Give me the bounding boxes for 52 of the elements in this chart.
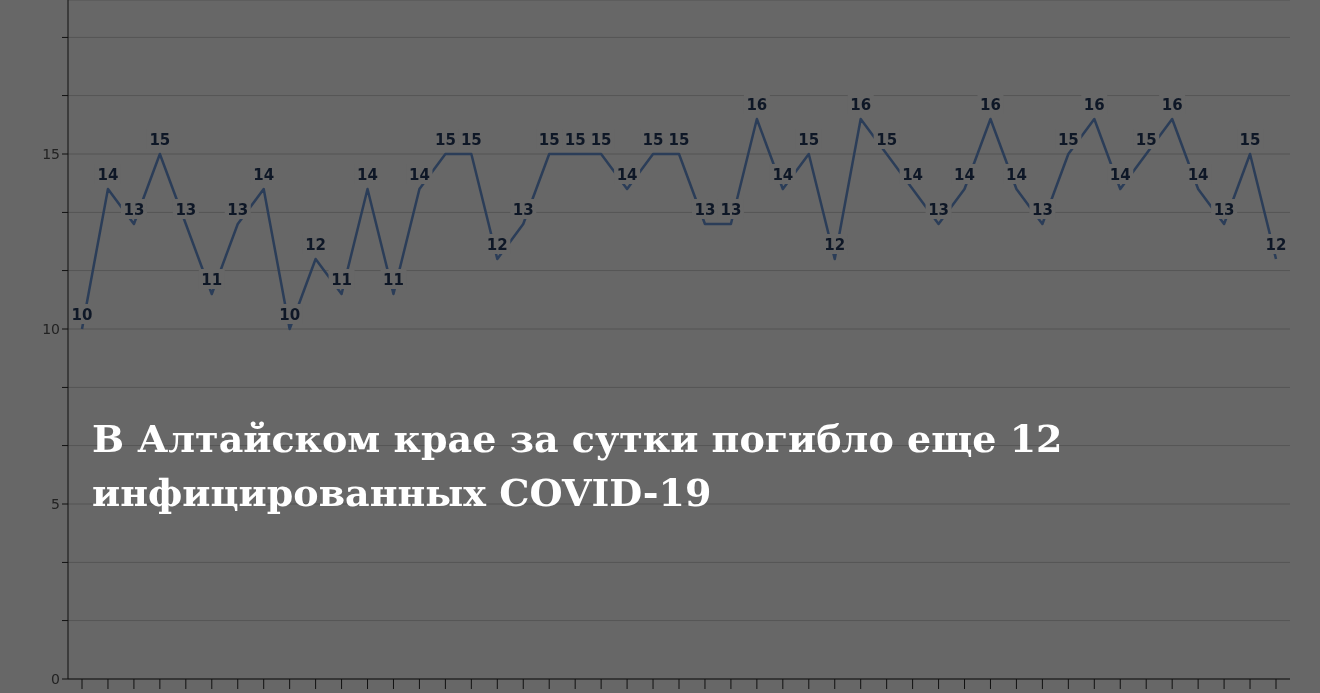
- data-label: 15: [1239, 130, 1261, 149]
- data-label: 13: [694, 200, 716, 219]
- data-label: 11: [331, 270, 352, 289]
- data-label: 12: [1265, 235, 1287, 254]
- data-label: 14: [253, 165, 275, 184]
- data-label: 15: [149, 130, 171, 149]
- data-label: 15: [668, 130, 690, 149]
- data-label: 16: [850, 95, 872, 114]
- data-label: 15: [590, 130, 612, 149]
- text: В Алтайском крае за сутки погибло еще 12 инфицированных COVID-19: [92, 415, 1064, 517]
- data-label: 15: [798, 130, 820, 149]
- data-label: 12: [824, 235, 846, 254]
- y-tick-label: 0: [51, 670, 60, 687]
- data-label: 14: [409, 165, 430, 184]
- data-label: 14: [772, 165, 794, 184]
- data-label: 15: [564, 130, 586, 149]
- data-label: 15: [642, 130, 664, 149]
- data-label: 16: [980, 95, 1001, 114]
- data-label: 13: [227, 200, 249, 219]
- data-label: 11: [383, 270, 404, 289]
- data-label: 15: [876, 130, 898, 149]
- y-tick-label: 15: [42, 145, 60, 162]
- data-label: 13: [928, 200, 949, 219]
- data-label: 13: [123, 200, 145, 219]
- y-tick-label: 10: [42, 320, 60, 337]
- data-label: 16: [1083, 95, 1105, 114]
- data-label: 14: [616, 165, 638, 184]
- data-label: 12: [486, 235, 508, 254]
- data-label: 13: [175, 200, 197, 219]
- data-label: 13: [1213, 200, 1235, 219]
- data-label: 15: [434, 130, 456, 149]
- data-label: 15: [1135, 130, 1157, 149]
- data-label: 10: [71, 305, 93, 324]
- data-label: 15: [460, 130, 482, 149]
- data-label: 13: [720, 200, 742, 219]
- data-label: 13: [512, 200, 534, 219]
- y-tick-label: 5: [51, 495, 60, 512]
- data-label: 14: [1006, 165, 1027, 184]
- data-label: 14: [1109, 165, 1131, 184]
- data-label: 14: [954, 165, 975, 184]
- data-label: 11: [201, 270, 223, 289]
- data-label: 15: [1057, 130, 1079, 149]
- data-label: 12: [305, 235, 327, 254]
- data-label: 16: [746, 95, 768, 114]
- data-label: 16: [1161, 95, 1183, 114]
- data-label: 15: [538, 130, 560, 149]
- data-label: 14: [1187, 165, 1209, 184]
- data-label: 14: [902, 165, 924, 184]
- data-label: 10: [279, 305, 301, 324]
- data-label: 13: [1031, 200, 1053, 219]
- data-label: 14: [357, 165, 378, 184]
- data-label: 14: [97, 165, 119, 184]
